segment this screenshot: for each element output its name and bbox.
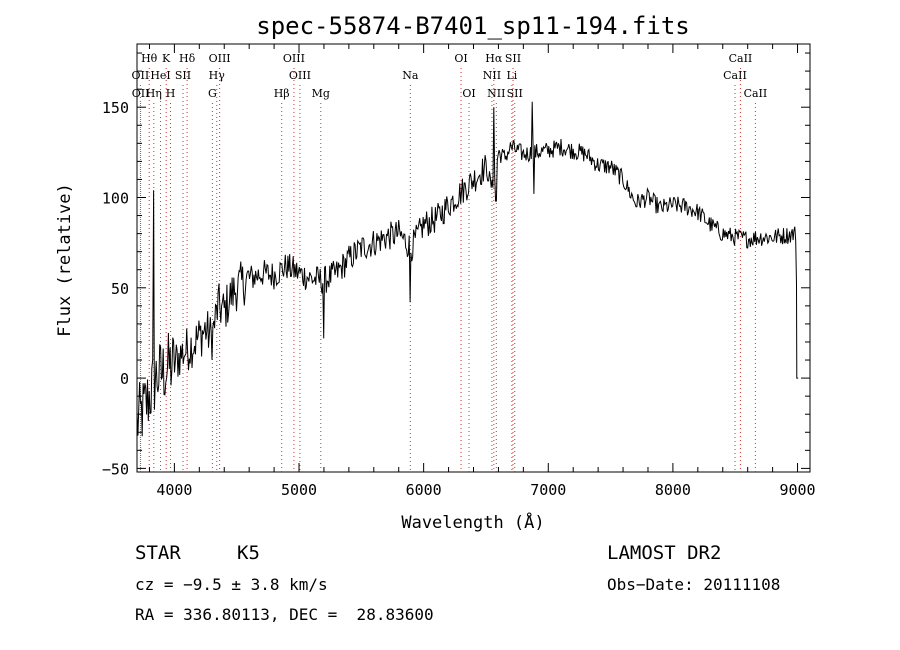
- line-marker-layer: [139, 68, 756, 472]
- line-marker-label: H: [166, 87, 176, 100]
- x-tick-label: 6000: [406, 481, 442, 499]
- subclass: K5: [237, 542, 260, 564]
- x-axis-label: Wavelength (Å): [401, 511, 544, 533]
- line-marker-label: Hβ: [274, 87, 290, 100]
- line-marker-label: OI: [454, 52, 467, 65]
- info-block: STAR K5 LAMOST DR2 cz = −9.5 ± 3.8 km/s …: [135, 542, 780, 624]
- y-tick-label: 150: [102, 99, 129, 117]
- line-marker-label: OI: [462, 87, 475, 100]
- x-tick-label: 5000: [281, 481, 317, 499]
- cz-value: cz = −9.5 ± 3.8 km/s: [135, 575, 328, 594]
- plot-frame: [136, 43, 811, 473]
- axis-tick-layer: 4000 5000 6000 7000 8000 9000 −50 0 50 100 150: [102, 44, 816, 499]
- line-marker-label: OIII: [209, 52, 231, 65]
- line-marker-label: Hγ: [209, 69, 226, 82]
- line-marker-label: Hη: [146, 87, 162, 100]
- line-marker-label: NII: [487, 87, 505, 100]
- line-marker-label: OIII: [283, 52, 305, 65]
- y-tick-label: 0: [120, 370, 129, 388]
- line-marker-label: Na: [402, 69, 419, 82]
- line-marker-label: Hα: [485, 52, 503, 65]
- line-marker-label: OII: [132, 87, 150, 100]
- line-marker-label: Hδ: [179, 52, 196, 65]
- object-type: STAR: [135, 542, 181, 564]
- y-tick-label: −50: [102, 460, 129, 478]
- x-tick-label: 8000: [655, 481, 691, 499]
- y-tick-label: 50: [111, 280, 129, 298]
- ra-dec: RA = 336.80113, DEC = 28.83600: [135, 605, 434, 624]
- line-marker-label: HeI: [150, 69, 170, 82]
- chart-title: spec-55874-B7401_sp11-194.fits: [256, 12, 689, 40]
- line-marker-label: G: [208, 87, 217, 100]
- line-marker-label: SII: [507, 87, 523, 100]
- line-marker-label: OII: [132, 69, 150, 82]
- y-tick-label: 100: [102, 190, 129, 208]
- x-tick-label: 7000: [530, 481, 566, 499]
- line-marker-label: SII: [505, 52, 521, 65]
- line-marker-label: CaII: [723, 69, 747, 82]
- line-marker-label: OIII: [289, 69, 311, 82]
- line-marker-label: SII: [175, 69, 191, 82]
- line-marker-label: K: [162, 52, 171, 65]
- y-axis-label: Flux (relative): [55, 183, 75, 337]
- line-marker-label: CaII: [729, 52, 753, 65]
- spectrum-line: [136, 101, 799, 437]
- line-marker-label: NII: [483, 69, 501, 82]
- survey-name: LAMOST DR2: [607, 542, 721, 564]
- x-tick-label: 4000: [156, 481, 192, 499]
- line-marker-label: Li: [506, 69, 517, 82]
- line-marker-label: CaII: [744, 87, 768, 100]
- line-marker-label: Mg: [312, 87, 330, 100]
- obs-date: Obs−Date: 20111108: [607, 575, 780, 594]
- x-tick-label: 9000: [779, 481, 815, 499]
- line-marker-label: Hθ: [141, 52, 158, 65]
